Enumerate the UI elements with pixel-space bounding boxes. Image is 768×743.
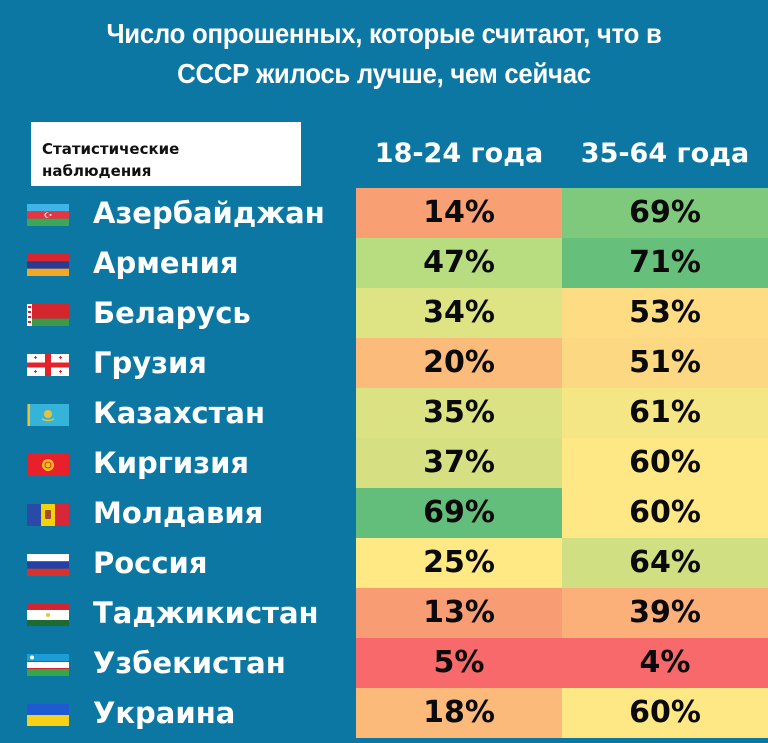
value-35-64: 69% bbox=[562, 188, 768, 238]
table-row: Грузия 20% 51% bbox=[0, 338, 768, 388]
value-35-64: 71% bbox=[562, 238, 768, 288]
table-row: Беларусь 34% 53% bbox=[0, 288, 768, 338]
value-18-24: 47% bbox=[356, 238, 562, 288]
value-35-64: 60% bbox=[562, 438, 768, 488]
value-18-24: 35% bbox=[356, 388, 562, 438]
table-row: Россия 25% 64% bbox=[0, 538, 768, 588]
tajikistan-flag-icon bbox=[27, 604, 69, 626]
country-name: Беларусь bbox=[93, 296, 251, 330]
value-18-24: 34% bbox=[356, 288, 562, 338]
country-name: Украина bbox=[93, 696, 236, 730]
value-35-64: 60% bbox=[562, 488, 768, 538]
table-row: Киргизия 37% 60% bbox=[0, 438, 768, 488]
table-row: Армения 47% 71% bbox=[0, 238, 768, 288]
value-18-24: 13% bbox=[356, 588, 562, 638]
kazakhstan-flag-icon bbox=[27, 404, 69, 426]
table-row: Азербайджан 14% 69% bbox=[0, 188, 768, 238]
uzbekistan-flag-icon bbox=[27, 654, 69, 676]
value-18-24: 20% bbox=[356, 338, 562, 388]
value-18-24: 25% bbox=[356, 538, 562, 588]
column-header-18-24: 18-24 года bbox=[374, 138, 544, 169]
table-row: Казахстан 35% 61% bbox=[0, 388, 768, 438]
table-row: Узбекистан 5% 4% bbox=[0, 638, 768, 688]
value-35-64: 39% bbox=[562, 588, 768, 638]
value-18-24: 37% bbox=[356, 438, 562, 488]
ukraine-flag-icon bbox=[27, 704, 69, 726]
azerbaijan-flag-icon bbox=[27, 204, 69, 226]
country-name: Узбекистан bbox=[93, 646, 286, 680]
chart-title: Число опрошенных, которые считают, что в… bbox=[31, 14, 738, 94]
source-label-box: Статистические наблюдения bbox=[31, 122, 301, 186]
table-row: Украина 18% 60% bbox=[0, 688, 768, 738]
source-label-line-1: Статистические bbox=[42, 140, 180, 158]
value-35-64: 53% bbox=[562, 288, 768, 338]
country-name: Киргизия bbox=[93, 446, 250, 480]
value-35-64: 4% bbox=[562, 638, 768, 688]
value-35-64: 60% bbox=[562, 688, 768, 738]
value-35-64: 64% bbox=[562, 538, 768, 588]
country-name: Армения bbox=[93, 246, 239, 280]
column-header-35-64: 35-64 года bbox=[580, 138, 750, 169]
title-line-2: СССР жилось лучше, чем сейчас bbox=[177, 58, 591, 89]
country-name: Азербайджан bbox=[93, 196, 325, 230]
value-18-24: 18% bbox=[356, 688, 562, 738]
country-name: Грузия bbox=[93, 346, 207, 380]
country-name: Таджикистан bbox=[93, 596, 319, 630]
value-18-24: 69% bbox=[356, 488, 562, 538]
value-35-64: 51% bbox=[562, 338, 768, 388]
russia-flag-icon bbox=[27, 554, 69, 576]
kyrgyzstan-flag-icon bbox=[27, 454, 69, 476]
value-18-24: 5% bbox=[356, 638, 562, 688]
georgia-flag-icon bbox=[27, 354, 69, 376]
country-name: Россия bbox=[93, 546, 208, 580]
armenia-flag-icon bbox=[27, 254, 69, 276]
source-label-line-2: наблюдения bbox=[42, 162, 152, 180]
moldova-flag-icon bbox=[27, 504, 69, 526]
country-name: Казахстан bbox=[93, 396, 266, 430]
title-line-1: Число опрошенных, которые считают, что в bbox=[106, 18, 662, 49]
value-35-64: 61% bbox=[562, 388, 768, 438]
value-18-24: 14% bbox=[356, 188, 562, 238]
country-name: Молдавия bbox=[93, 496, 264, 530]
table-row: Молдавия 69% 60% bbox=[0, 488, 768, 538]
data-table: Азербайджан 14% 69% Армения 47% 71% Бела… bbox=[0, 188, 768, 738]
belarus-flag-icon bbox=[27, 304, 69, 326]
table-row: Таджикистан 13% 39% bbox=[0, 588, 768, 638]
